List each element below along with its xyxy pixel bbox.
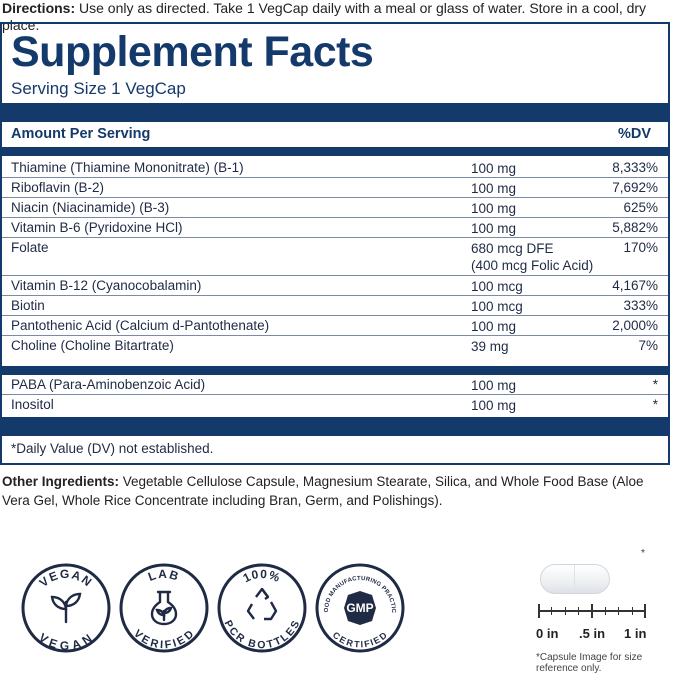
ruler-label-half: .5 in xyxy=(579,626,606,641)
nutrient-dv: 7,692% xyxy=(612,180,658,195)
recycle-icon xyxy=(246,587,278,621)
nutrient-dv: 170% xyxy=(623,240,658,255)
nutrient-name: PABA (Para-Aminobenzoic Acid) xyxy=(11,377,206,392)
nutrient-dv: 625% xyxy=(623,200,658,215)
pcr-bottles-badge: 100% PCR BOTTLES xyxy=(217,563,307,653)
divider-bar xyxy=(2,417,668,436)
nutrient-amount: 100 mg xyxy=(471,398,517,413)
size-ruler xyxy=(538,604,648,618)
nutrient-dv: 2,000% xyxy=(612,318,658,333)
nutrient-dv: 5,882% xyxy=(612,220,658,235)
nutrient-amount: 100 mg xyxy=(471,378,517,393)
facts-title: Supplement Facts xyxy=(11,28,374,76)
nutrient-amount: 680 mcg DFE (400 mcg Folic Acid) xyxy=(471,240,593,274)
ruler-label-1: 1 in xyxy=(624,626,647,641)
gmp-certified-badge: GOOD MANUFACTURING PRACTICE CERTIFIED GM… xyxy=(314,562,405,653)
other-ingredients-label: Other Ingredients: xyxy=(2,474,120,489)
nutrient-name: Riboflavin (B-2) xyxy=(11,180,105,195)
gmp-center-text: GMP xyxy=(346,601,373,615)
nutrient-amount: 100 mg xyxy=(471,201,517,216)
nutrient-row: Riboflavin (B-2) 100 mg 7,692% xyxy=(2,178,668,198)
directions: Directions: Use only as directed. Take 1… xyxy=(2,0,679,34)
svg-text:VEGAN: VEGAN xyxy=(37,567,96,590)
nutrient-name: Pantothenic Acid (Calcium d-Pantothenate… xyxy=(11,318,270,333)
pcr-bottom-text: PCR BOTTLES xyxy=(222,618,302,651)
nutrient-row: Inositol 100 mg * xyxy=(2,395,668,415)
svg-text:LAB: LAB xyxy=(146,567,181,584)
nutrient-row: Thiamine (Thiamine Mononitrate) (B-1) 10… xyxy=(2,158,668,178)
capsule-asterisk: * xyxy=(641,548,645,559)
capsule-note: *Capsule Image for size reference only. xyxy=(536,652,643,674)
nutrient-amount: 100 mcg xyxy=(471,299,523,314)
nutrient-row: Niacin (Niacinamide) (B-3) 100 mg 625% xyxy=(2,198,668,218)
supplement-facts-panel: Supplement Facts Serving Size 1 VegCap A… xyxy=(0,22,670,465)
nutrient-list: Thiamine (Thiamine Mononitrate) (B-1) 10… xyxy=(2,158,668,356)
capsule-image xyxy=(540,564,610,594)
nutrient-amount: 100 mg xyxy=(471,161,517,176)
amount-per-serving-header: Amount Per Serving xyxy=(11,126,151,142)
dv-header: %DV xyxy=(618,126,652,142)
nutrient-dv: 7% xyxy=(638,338,658,353)
nutrient-amount: 100 mg xyxy=(471,221,517,236)
nutrient-dv: * xyxy=(652,397,658,412)
nutrient-row: Folate 680 mcg DFE (400 mcg Folic Acid) 1… xyxy=(2,238,668,276)
nutrient-name: Niacin (Niacinamide) (B-3) xyxy=(11,200,170,215)
nutrient-amount: 100 mg xyxy=(471,181,517,196)
vegan-bottom-text: VEGAN xyxy=(36,630,94,653)
serving-size: Serving Size 1 VegCap xyxy=(11,79,186,98)
nutrient-name: Vitamin B-6 (Pyridoxine HCl) xyxy=(11,220,183,235)
nutrient-name: Vitamin B-12 (Cyanocobalamin) xyxy=(11,278,202,293)
divider-bar xyxy=(2,366,668,375)
nutrient-amount-line2: (400 mcg Folic Acid) xyxy=(471,258,594,273)
lab-top-text: LAB xyxy=(146,567,180,584)
nutrient-amount: 100 mcg xyxy=(471,279,523,294)
other-ingredients-text: Vegetable Cellulose Capsule, Magnesium S… xyxy=(2,474,644,508)
nutrient-name: Biotin xyxy=(11,298,45,313)
nutrient-dv: * xyxy=(652,377,658,392)
lab-bottom-text: VERIFIED xyxy=(131,628,196,652)
nutrient-row: Biotin 100 mcg 333% xyxy=(2,296,668,316)
directions-text: Use only as directed. Take 1 VegCap dail… xyxy=(2,0,647,33)
vegan-top-text: VEGAN xyxy=(37,567,94,590)
capsule-size-reference: * 0 in .5 in 1 in *Capsule Image for siz… xyxy=(530,548,675,676)
pcr-top-text: 100% xyxy=(241,567,282,586)
flask-leaf-icon xyxy=(150,590,178,626)
svg-text:PCR BOTTLES: PCR BOTTLES xyxy=(222,618,303,651)
svg-text:VERIFIED: VERIFIED xyxy=(131,628,197,652)
nutrient-amount: 39 mg xyxy=(471,339,509,354)
dv-footnote: *Daily Value (DV) not established. xyxy=(11,441,214,456)
nutrient-row: Vitamin B-6 (Pyridoxine HCl) 100 mg 5,88… xyxy=(2,218,668,238)
leaf-sprout-icon xyxy=(50,592,82,624)
nutrient-name: Thiamine (Thiamine Mononitrate) (B-1) xyxy=(11,160,244,175)
ruler-label-0: 0 in xyxy=(536,626,559,641)
other-nutrient-list: PABA (Para-Aminobenzoic Acid) 100 mg * I… xyxy=(2,375,668,415)
svg-text:VEGAN: VEGAN xyxy=(36,630,96,653)
vegan-badge: VEGAN VEGAN xyxy=(21,563,111,653)
nutrient-row: Choline (Choline Bitartrate) 39 mg 7% xyxy=(2,336,668,356)
nutrient-name: Inositol xyxy=(11,397,54,412)
other-ingredients: Other Ingredients: Vegetable Cellulose C… xyxy=(2,472,672,510)
nutrient-dv: 8,333% xyxy=(612,160,658,175)
nutrient-amount-line1: 680 mcg DFE xyxy=(471,241,554,256)
divider-bar xyxy=(2,103,668,122)
nutrient-row: Pantothenic Acid (Calcium d-Pantothenate… xyxy=(2,316,668,336)
lab-verified-badge: LAB VERIFIED xyxy=(119,563,209,653)
nutrient-dv: 4,167% xyxy=(612,278,658,293)
nutrient-name: Choline (Choline Bitartrate) xyxy=(11,338,174,353)
nutrient-row: PABA (Para-Aminobenzoic Acid) 100 mg * xyxy=(2,375,668,395)
gmp-icon: GMP xyxy=(344,591,376,625)
nutrient-row: Vitamin B-12 (Cyanocobalamin) 100 mcg 4,… xyxy=(2,276,668,296)
directions-label: Directions: xyxy=(2,0,76,16)
svg-text:100%: 100% xyxy=(241,567,283,586)
divider-bar xyxy=(2,147,668,156)
nutrient-amount: 100 mg xyxy=(471,319,517,334)
nutrient-name: Folate xyxy=(11,240,49,255)
nutrient-dv: 333% xyxy=(623,298,658,313)
